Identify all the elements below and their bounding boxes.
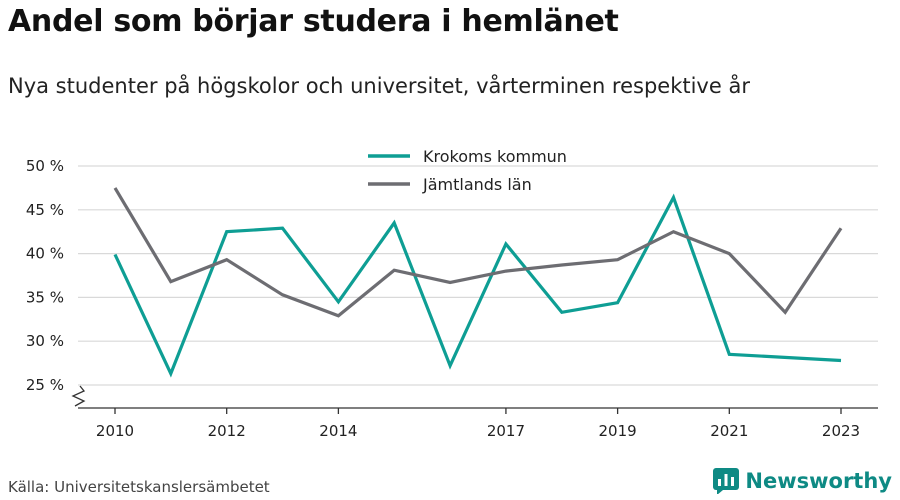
y-tick-label: 35 % [26, 288, 64, 306]
legend-label: Krokoms kommun [423, 147, 567, 166]
axis-break-icon [71, 385, 86, 407]
x-tick-label: 2023 [822, 422, 860, 440]
y-tick-label: 50 % [26, 157, 64, 175]
x-tick-label: 2014 [319, 422, 357, 440]
series-line-jamtlands-lan [113, 187, 843, 318]
chart-subtitle: Nya studenter på högskolor och universit… [8, 74, 750, 98]
brand-logo[interactable]: Newsworthy [713, 468, 892, 494]
source-note: Källa: Universitetskanslersämbetet [8, 478, 270, 496]
chart-title: Andel som börjar studera i hemlänet [8, 4, 619, 39]
x-tick-label: 2017 [487, 422, 525, 440]
brand-name: Newsworthy [745, 469, 892, 493]
series-line-krokoms-kommun [113, 193, 842, 378]
legend-label: Jämtlands län [422, 175, 532, 194]
x-tick-label: 2019 [599, 422, 637, 440]
y-tick-label: 30 % [26, 332, 64, 350]
y-tick-label: 45 % [26, 201, 64, 219]
bar-chart-logo-icon [713, 468, 740, 494]
x-tick-label: 2021 [710, 422, 748, 440]
x-tick-label: 2010 [96, 422, 134, 440]
x-tick-label: 2012 [208, 422, 246, 440]
y-tick-label: 40 % [26, 245, 64, 263]
y-tick-label: 25 % [26, 376, 64, 394]
